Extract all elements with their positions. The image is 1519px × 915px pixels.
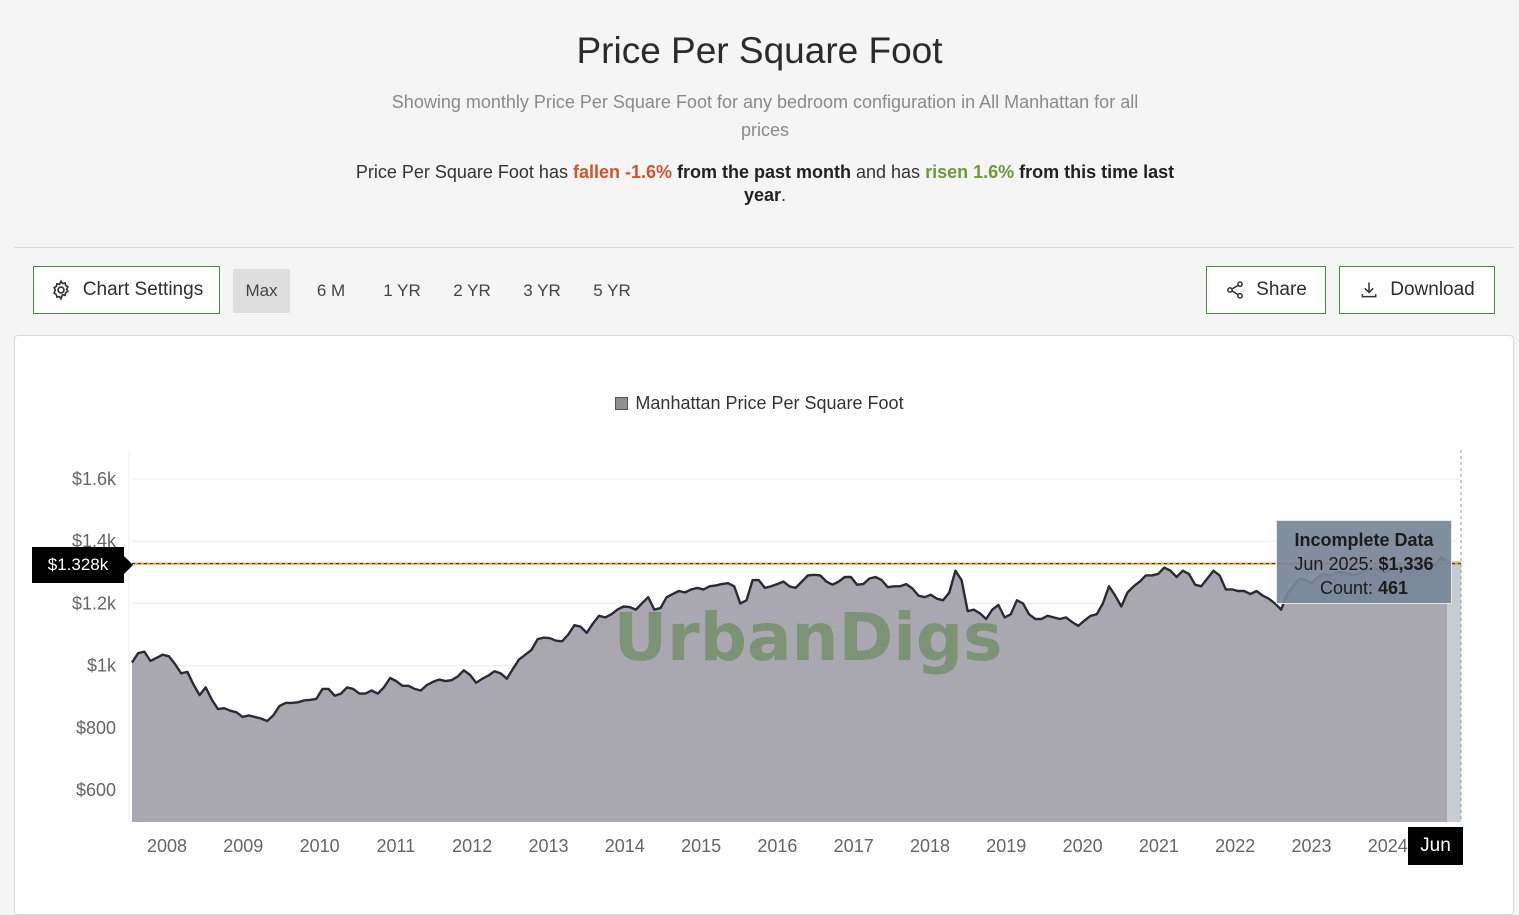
x-tick-label: 2017 bbox=[834, 836, 874, 856]
chart-legend[interactable]: Manhattan Price Per Square Foot bbox=[0, 393, 1519, 414]
tooltip-date: Jun 2025: bbox=[1294, 554, 1379, 574]
download-label: Download bbox=[1390, 279, 1475, 300]
chart-tooltip: Incomplete Data Jun 2025: $1,336 Count: … bbox=[1276, 520, 1452, 604]
yearly-change: risen 1.6% bbox=[925, 162, 1015, 182]
crosshair-x-badge: Jun bbox=[1408, 827, 1463, 865]
x-tick-label: 2024 bbox=[1368, 836, 1408, 856]
monthly-change: fallen -1.6% bbox=[572, 162, 672, 182]
summary-month-phrase: from the past month bbox=[672, 162, 851, 182]
header-divider bbox=[14, 247, 1514, 248]
x-tick-label: 2009 bbox=[223, 836, 263, 856]
x-tick-label: 2012 bbox=[452, 836, 492, 856]
x-tick-label: 2010 bbox=[300, 836, 340, 856]
incomplete-data-band bbox=[1447, 561, 1461, 822]
share-label: Share bbox=[1256, 279, 1307, 300]
page-title: Price Per Square Foot bbox=[576, 30, 943, 71]
page-subtitle: Showing monthly Price Per Square Foot fo… bbox=[391, 92, 1139, 140]
download-button[interactable]: Download bbox=[1339, 266, 1495, 314]
summary-middle: and has bbox=[851, 162, 926, 182]
y-tick-label: $800 bbox=[76, 718, 116, 738]
urbandigs-watermark: UrbanDigs bbox=[614, 599, 1003, 676]
download-icon bbox=[1361, 282, 1377, 298]
series-line bbox=[130, 556, 1448, 723]
y-tick-label: $1.6k bbox=[72, 469, 117, 489]
range-5yr[interactable]: 5 YR bbox=[593, 281, 631, 300]
series-area bbox=[132, 557, 1447, 822]
tooltip-value-line: Jun 2025: $1,336 bbox=[1277, 552, 1451, 576]
summary-year-phrase: from this time last year bbox=[743, 162, 1175, 205]
x-tick-label: 2022 bbox=[1215, 836, 1255, 856]
gear-icon bbox=[52, 279, 69, 301]
range-1yr[interactable]: 1 YR bbox=[383, 281, 421, 300]
range-max[interactable]: Max bbox=[233, 269, 290, 313]
x-tick-label: 2013 bbox=[528, 836, 568, 856]
summary-end: . bbox=[781, 185, 787, 205]
x-tick-label: 2014 bbox=[605, 836, 645, 856]
chart-settings-label: Chart Settings bbox=[82, 279, 204, 300]
x-tick-label: 2008 bbox=[147, 836, 187, 856]
x-tick-label: 2015 bbox=[681, 836, 721, 856]
chart-settings-button[interactable]: Chart Settings bbox=[33, 266, 220, 314]
tooltip-count-line: Count: 461 bbox=[1277, 576, 1451, 600]
tooltip-value: $1,336 bbox=[1378, 554, 1434, 574]
tooltip-title: Incomplete Data bbox=[1294, 530, 1434, 550]
x-tick-label: 2021 bbox=[1139, 836, 1179, 856]
y-tick-label: $600 bbox=[76, 780, 116, 800]
change-summary: Price Per Square Foot has fallen -1.6% f… bbox=[355, 161, 1175, 207]
y-tick-label: $1k bbox=[87, 656, 117, 676]
legend-label: Manhattan Price Per Square Foot bbox=[635, 393, 904, 413]
tooltip-count: 461 bbox=[1378, 578, 1409, 598]
x-tick-label: 2011 bbox=[377, 836, 416, 856]
x-tick-label: 2020 bbox=[1063, 836, 1103, 856]
y-tick-label: $1.2k bbox=[72, 593, 117, 613]
x-tick-label: 2019 bbox=[986, 836, 1026, 856]
range-3yr[interactable]: 3 YR bbox=[523, 281, 561, 300]
share-icon bbox=[1227, 281, 1244, 299]
x-tick-label: 2016 bbox=[757, 836, 797, 856]
share-button[interactable]: Share bbox=[1206, 266, 1326, 314]
y-tick-label: $1.4k bbox=[72, 531, 117, 551]
legend-swatch bbox=[615, 397, 629, 410]
range-2yr[interactable]: 2 YR bbox=[453, 281, 491, 300]
tooltip-count-label: Count: bbox=[1319, 578, 1378, 598]
x-tick-label: 2023 bbox=[1291, 836, 1331, 856]
summary-prefix: Price Per Square Foot has bbox=[355, 162, 573, 182]
range-6m[interactable]: 6 M bbox=[316, 281, 346, 300]
x-tick-label: 2018 bbox=[910, 836, 950, 856]
reference-value-badge: $1.328k bbox=[32, 547, 133, 583]
